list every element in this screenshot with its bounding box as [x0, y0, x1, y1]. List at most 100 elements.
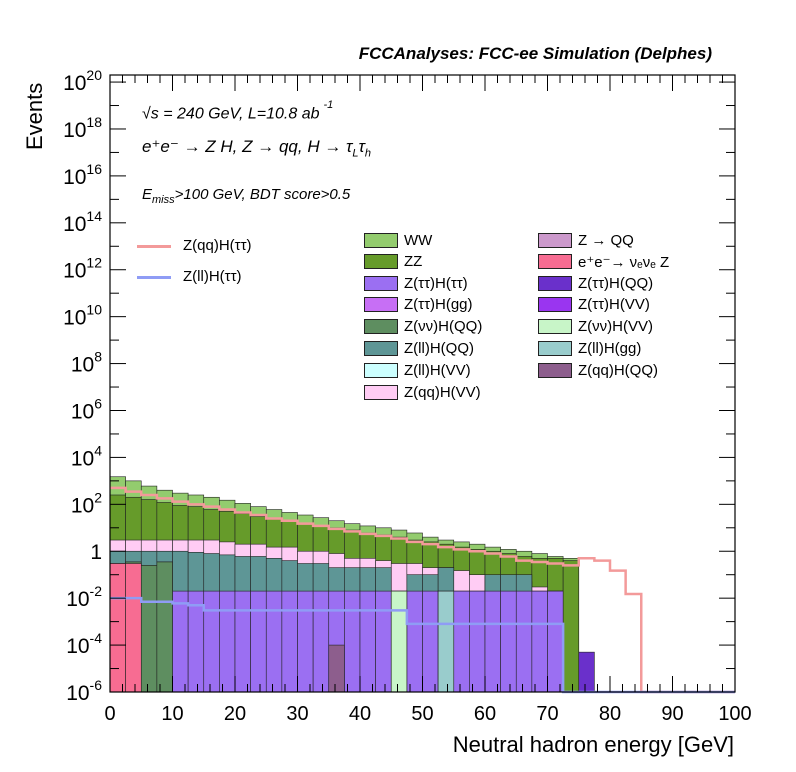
- legend-label-z-h-vv: Z(νν)H(VV): [578, 318, 653, 335]
- y-tick-label: 1016: [63, 161, 102, 189]
- legend-swatch-z-ll-h-vv: [364, 363, 398, 378]
- x-tick-label: 30: [286, 703, 308, 725]
- bar-z-h: [281, 590, 298, 693]
- chart-title: FCCAnalyses: FCC-ee Simulation (Delphes): [358, 44, 712, 63]
- y-tick-label: 10-2: [66, 583, 102, 611]
- process-sub-h: h: [364, 147, 372, 160]
- bar-z-h: [359, 590, 376, 693]
- x-tick-label: 70: [536, 703, 558, 725]
- bar-z-h: [484, 590, 501, 693]
- legend-swatch-z-h-qq: [538, 276, 572, 291]
- legend-swatch-z-h-vv: [538, 297, 572, 312]
- legend-swatch-z-ll-h: [137, 276, 171, 279]
- lumi-exponent: -1: [323, 99, 334, 111]
- bar-z-h: [219, 590, 236, 693]
- x-tick-label: 20: [224, 703, 246, 725]
- process-sub-l: L: [352, 147, 359, 160]
- energy-lumi-text: s = 240 GeV, L=10.8 ab: [150, 105, 320, 123]
- bar-z-h-qq: [578, 651, 595, 693]
- selection-annotation: Emiss>100 GeV, BDT score>0.5: [142, 186, 350, 206]
- line-z-qq-h: [110, 486, 735, 694]
- bar-z-h-qq: [156, 561, 173, 693]
- bar-z-h: [344, 590, 361, 693]
- legend-swatch-z-h-qq: [364, 319, 398, 334]
- bar-zz: [562, 560, 580, 693]
- legend-label-z-qq: Z → QQ: [578, 232, 634, 249]
- bar-z-h: [531, 590, 548, 693]
- y-tick-label: 1020: [63, 67, 102, 95]
- legend-swatch-z-qq: [538, 233, 572, 248]
- y-tick-label: 102: [71, 489, 102, 517]
- legend-swatch-z-h: [364, 276, 398, 291]
- y-tick-label: 1010: [63, 302, 102, 330]
- legend-swatch-z-ll-h-qq: [364, 341, 398, 356]
- x-tick-label: 50: [411, 703, 433, 725]
- bar-z-h: [375, 590, 392, 693]
- legend-swatch-z-qq-h-qq: [538, 363, 572, 378]
- bar-z-h: [265, 590, 283, 693]
- legend-label-z-h-qq: Z(νν)H(QQ): [404, 318, 483, 335]
- sqrt-symbol: √: [142, 105, 151, 123]
- legend-label-z-ll-h-qq: Z(ll)H(QQ): [404, 340, 474, 357]
- x-tick-label: 40: [349, 703, 371, 725]
- y-tick-label: 10-4: [66, 630, 102, 658]
- x-axis-label: Neutral hadron energy [GeV]: [452, 732, 734, 757]
- bar-z-h: [453, 590, 470, 693]
- legend-label-z-qq-h-qq: Z(qq)H(QQ): [578, 362, 658, 379]
- legend-swatch-zz: [364, 254, 398, 269]
- bar-z-h-vv: [390, 590, 408, 693]
- legend-label-e-e-z: e⁺e⁻→ νₑνₑ Z: [578, 254, 670, 271]
- y-tick-label: 104: [71, 442, 102, 470]
- legend-label-zz: ZZ: [404, 253, 423, 270]
- bar-z-h: [406, 590, 423, 693]
- y-tick-label: 108: [71, 349, 102, 377]
- bar-z-h: [312, 590, 330, 693]
- bar-z-h: [297, 590, 314, 693]
- bar-e-e-z: [109, 563, 126, 693]
- process-tau2: τ: [358, 137, 365, 156]
- legend-label-z-h: Z(ττ)H(ττ): [404, 275, 468, 292]
- legend-swatch-ww: [364, 233, 398, 248]
- bar-z-h: [547, 590, 564, 693]
- x-tick-label: 60: [474, 703, 496, 725]
- bar-z-h-qq: [140, 565, 158, 693]
- bar-e-e-z: [125, 563, 142, 693]
- process-text: e⁺e⁻ → Z H, Z → qq, H → τ: [142, 137, 353, 156]
- bar-z-qq-h-qq: [328, 644, 345, 693]
- y-tick-label: 10-6: [66, 677, 102, 705]
- bar-z-h: [500, 590, 517, 693]
- legend-swatch-z-ll-h-gg: [538, 341, 572, 356]
- y-tick-label: 1018: [63, 114, 102, 142]
- bar-z-h: [234, 590, 251, 693]
- legend-swatch-e-e-z: [538, 254, 572, 269]
- legend-label-z-h-vv: Z(ττ)H(VV): [578, 296, 650, 313]
- selection-e: E: [142, 186, 153, 203]
- legend-label-ww: WW: [404, 232, 433, 249]
- x-tick-label: 0: [104, 703, 115, 725]
- bar-z-h: [172, 590, 189, 693]
- bar-z-h: [469, 590, 486, 693]
- y-tick-label: 1012: [63, 255, 102, 283]
- legend-label-z-qq-h: Z(qq)H(ττ): [183, 237, 252, 254]
- x-tick-label: 90: [661, 703, 683, 725]
- process-annotation: e⁺e⁻ → Z H, Z → qq, H → τLτh: [142, 137, 371, 159]
- legend-label-z-qq-h-vv: Z(qq)H(VV): [404, 384, 481, 401]
- y-tick-label: 1: [90, 541, 102, 564]
- selection-sub: miss: [152, 194, 175, 206]
- bar-z-h: [250, 590, 267, 693]
- legend-swatch-z-qq-h-vv: [364, 385, 398, 400]
- legend-label-z-ll-h-vv: Z(ll)H(VV): [404, 362, 471, 379]
- energy-lumi-annotation: √s = 240 GeV, L=10.8 ab-1: [142, 99, 333, 123]
- selection-rest: >100 GeV, BDT score>0.5: [174, 186, 351, 203]
- x-tick-label: 100: [718, 703, 751, 725]
- bar-z-h: [515, 590, 533, 693]
- legend-label-z-h-qq: Z(ττ)H(QQ): [578, 275, 654, 292]
- legend-label-z-h-gg: Z(ττ)H(gg): [404, 296, 473, 313]
- legend-label-z-ll-h-gg: Z(ll)H(gg): [578, 340, 642, 357]
- legend-swatch-z-h-vv: [538, 319, 572, 334]
- legend-swatch-z-h-gg: [364, 297, 398, 312]
- bar-z-ll-h-gg: [437, 590, 455, 693]
- x-tick-label: 10: [161, 703, 183, 725]
